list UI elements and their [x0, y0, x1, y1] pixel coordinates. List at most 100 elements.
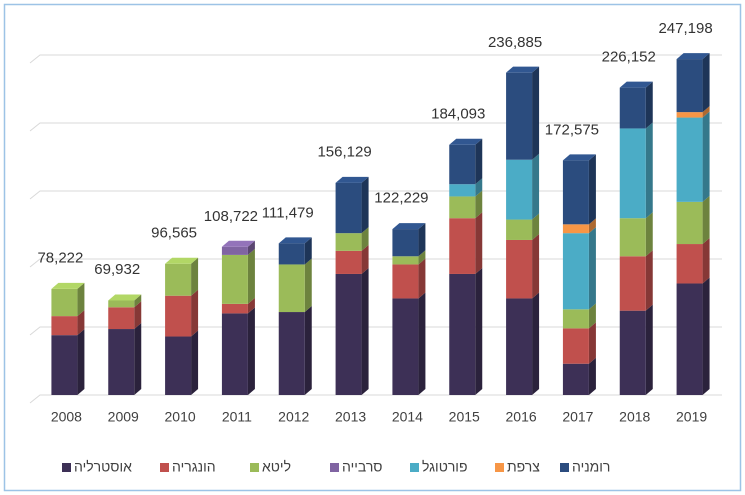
total-label: 172,575	[545, 121, 599, 138]
bar-segment	[221, 303, 248, 314]
bar-segment	[165, 295, 192, 337]
bar-segment	[619, 256, 646, 311]
legend-swatch	[410, 463, 419, 472]
bar-side	[247, 248, 255, 304]
bar-segment	[335, 250, 362, 274]
bar-segment	[619, 218, 646, 257]
bar-side	[77, 310, 85, 336]
legend-swatch	[62, 463, 71, 472]
legend-swatch	[330, 463, 339, 472]
bar-side	[645, 304, 653, 395]
bar-side	[361, 267, 369, 395]
x-tick-label: 2018	[619, 409, 650, 425]
legend-swatch	[560, 463, 569, 472]
bar-top	[278, 237, 312, 244]
bar-segment	[392, 256, 419, 265]
bar-top	[221, 240, 255, 247]
bar-side	[588, 303, 596, 329]
x-tick-label: 2014	[392, 409, 423, 425]
bar-side	[588, 322, 596, 364]
x-tick-label: 2011	[222, 409, 252, 425]
bar-segment	[449, 144, 476, 185]
bar-segment	[392, 264, 419, 299]
bar-segment	[676, 201, 703, 245]
bar-side	[532, 292, 540, 395]
bar-segment	[221, 246, 248, 255]
bar-side	[418, 258, 426, 299]
bar-side	[532, 233, 540, 299]
legend-swatch	[495, 463, 504, 472]
bar-top	[506, 66, 540, 73]
total-label: 226,152	[602, 48, 656, 65]
bar-segment	[676, 117, 703, 202]
bar-segment	[676, 244, 703, 284]
bar-segment	[278, 312, 305, 395]
bar-segment	[506, 239, 533, 299]
bar-segment	[562, 224, 589, 234]
grid-line	[29, 190, 722, 200]
bar-segment	[506, 72, 533, 160]
bar-segment	[51, 288, 78, 317]
bar-top	[449, 138, 483, 145]
bar-top	[335, 176, 369, 183]
bar-top	[108, 294, 142, 301]
bar-segment	[51, 335, 78, 395]
bar-side	[588, 227, 596, 310]
bar-top	[619, 81, 653, 88]
bar-side	[77, 282, 85, 317]
bar-side	[702, 195, 710, 245]
bar-side	[77, 329, 85, 395]
legend-label: צרפת	[507, 459, 540, 475]
bar-side	[532, 153, 540, 220]
bar-segment	[165, 263, 192, 296]
bar-side	[702, 111, 710, 202]
grid-line	[29, 54, 722, 64]
total-label: 96,565	[151, 225, 197, 242]
grid-line	[29, 394, 722, 404]
bar-side	[134, 323, 142, 395]
grid-line	[29, 326, 722, 336]
bar-segment	[506, 219, 533, 240]
bar-segment	[278, 264, 305, 313]
x-tick-label: 2017	[562, 409, 593, 425]
x-tick-label: 2019	[676, 409, 707, 425]
bar-side	[361, 176, 369, 234]
x-tick-label: 2015	[449, 409, 480, 425]
bar-segment	[562, 160, 589, 225]
total-label: 184,093	[431, 106, 485, 123]
bar-segment	[506, 298, 533, 395]
bar-side	[418, 292, 426, 395]
bar-side	[191, 330, 199, 395]
bar-side	[475, 178, 483, 197]
bar-side	[475, 138, 483, 185]
bar-segment	[619, 87, 646, 129]
bar-side	[588, 154, 596, 225]
bar-segment	[335, 233, 362, 251]
bar-side	[191, 257, 199, 296]
bar-side	[702, 53, 710, 113]
bar-side	[418, 223, 426, 257]
bar-segment	[449, 273, 476, 395]
bar-side	[361, 227, 369, 251]
bar-segment	[562, 309, 589, 329]
bar-segment	[221, 254, 248, 304]
total-label: 247,198	[658, 20, 712, 37]
chart-frame	[3, 3, 742, 492]
bar-segment	[51, 316, 78, 336]
bar-side	[134, 294, 142, 308]
bar-side	[418, 250, 426, 265]
bar-segment	[449, 218, 476, 274]
bar-top	[562, 154, 596, 161]
bar-side	[304, 258, 312, 313]
bar-segment	[506, 159, 533, 220]
bar-side	[475, 267, 483, 395]
bar-segment	[676, 59, 703, 113]
total-label: 156,129	[317, 144, 371, 161]
bar-side	[475, 190, 483, 219]
bar-side	[191, 289, 199, 337]
bar-segment	[165, 336, 192, 395]
legend-label: הונגריה	[172, 459, 216, 475]
bar-segment	[676, 112, 703, 118]
bar-segment	[449, 184, 476, 197]
